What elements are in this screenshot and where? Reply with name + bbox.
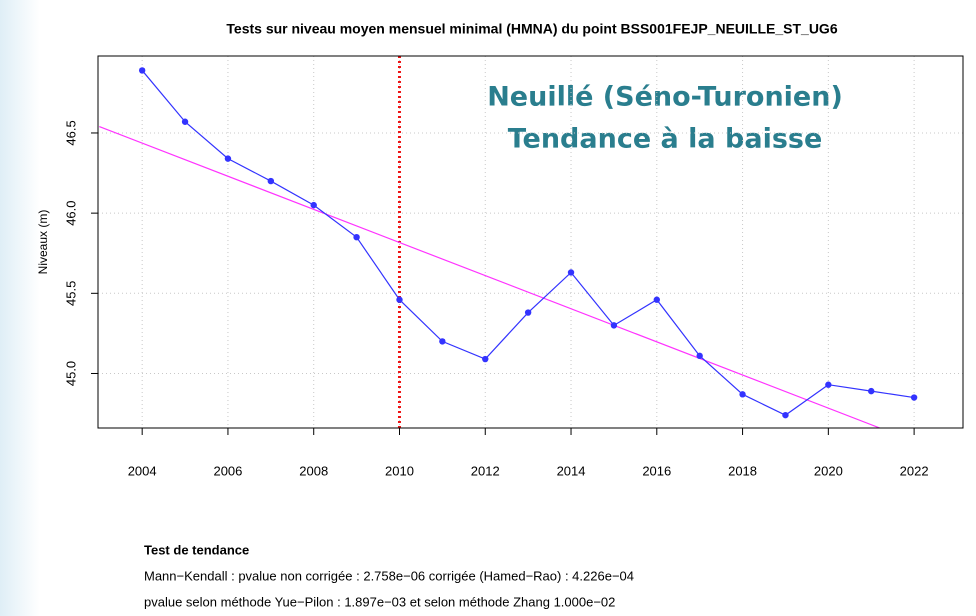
plot-frame: [97, 55, 964, 429]
series-line: [141, 70, 915, 416]
point: [868, 387, 875, 395]
point: [567, 269, 575, 276]
point: [910, 394, 918, 401]
y-tick-label: 45.5: [63, 281, 78, 306]
x-tick-label: 2004: [128, 463, 157, 478]
point: [267, 177, 275, 185]
x-tick-label: 2014: [557, 463, 586, 478]
footer-heading: Test de tendance: [144, 542, 249, 557]
x-tick-label: 2020: [814, 463, 843, 478]
point: [696, 352, 703, 360]
point: [825, 381, 832, 388]
point: [482, 355, 489, 363]
trend-line: [99, 125, 881, 428]
chart-title: Tests sur niveau moyen mensuel minimal (…: [226, 21, 837, 37]
x-tick-label: 2008: [299, 463, 328, 478]
point: [439, 338, 446, 345]
x-tick-label: 2010: [385, 463, 414, 478]
point: [138, 67, 146, 74]
point: [524, 309, 532, 316]
annotation: Tendance à la baisse: [508, 124, 823, 155]
y-tick-label: 46.5: [63, 120, 78, 145]
point: [181, 118, 189, 125]
x-tick-label: 2012: [471, 463, 500, 478]
point: [353, 233, 360, 241]
point: [782, 411, 789, 419]
x-tick-label: 2006: [213, 463, 242, 478]
point: [396, 296, 403, 303]
point: [653, 296, 660, 303]
y-axis-label: Niveaux (m): [36, 210, 50, 275]
y-tick-label: 46.0: [63, 200, 78, 225]
annotation: Neuillé (Séno-Turonien): [487, 82, 843, 113]
point: [310, 201, 317, 209]
point: [610, 322, 618, 329]
x-tick-label: 2018: [728, 463, 757, 478]
point: [224, 155, 232, 162]
point: [739, 391, 746, 398]
x-tick-label: 2016: [642, 463, 671, 478]
x-tick-label: 2022: [900, 463, 929, 478]
y-tick-label: 45.0: [63, 361, 78, 386]
footer-line: Mann−Kendall : pvalue non corrigée : 2.7…: [144, 568, 634, 583]
footer-line: pvalue selon méthode Yue−Pilon : 1.897e−…: [144, 594, 615, 609]
